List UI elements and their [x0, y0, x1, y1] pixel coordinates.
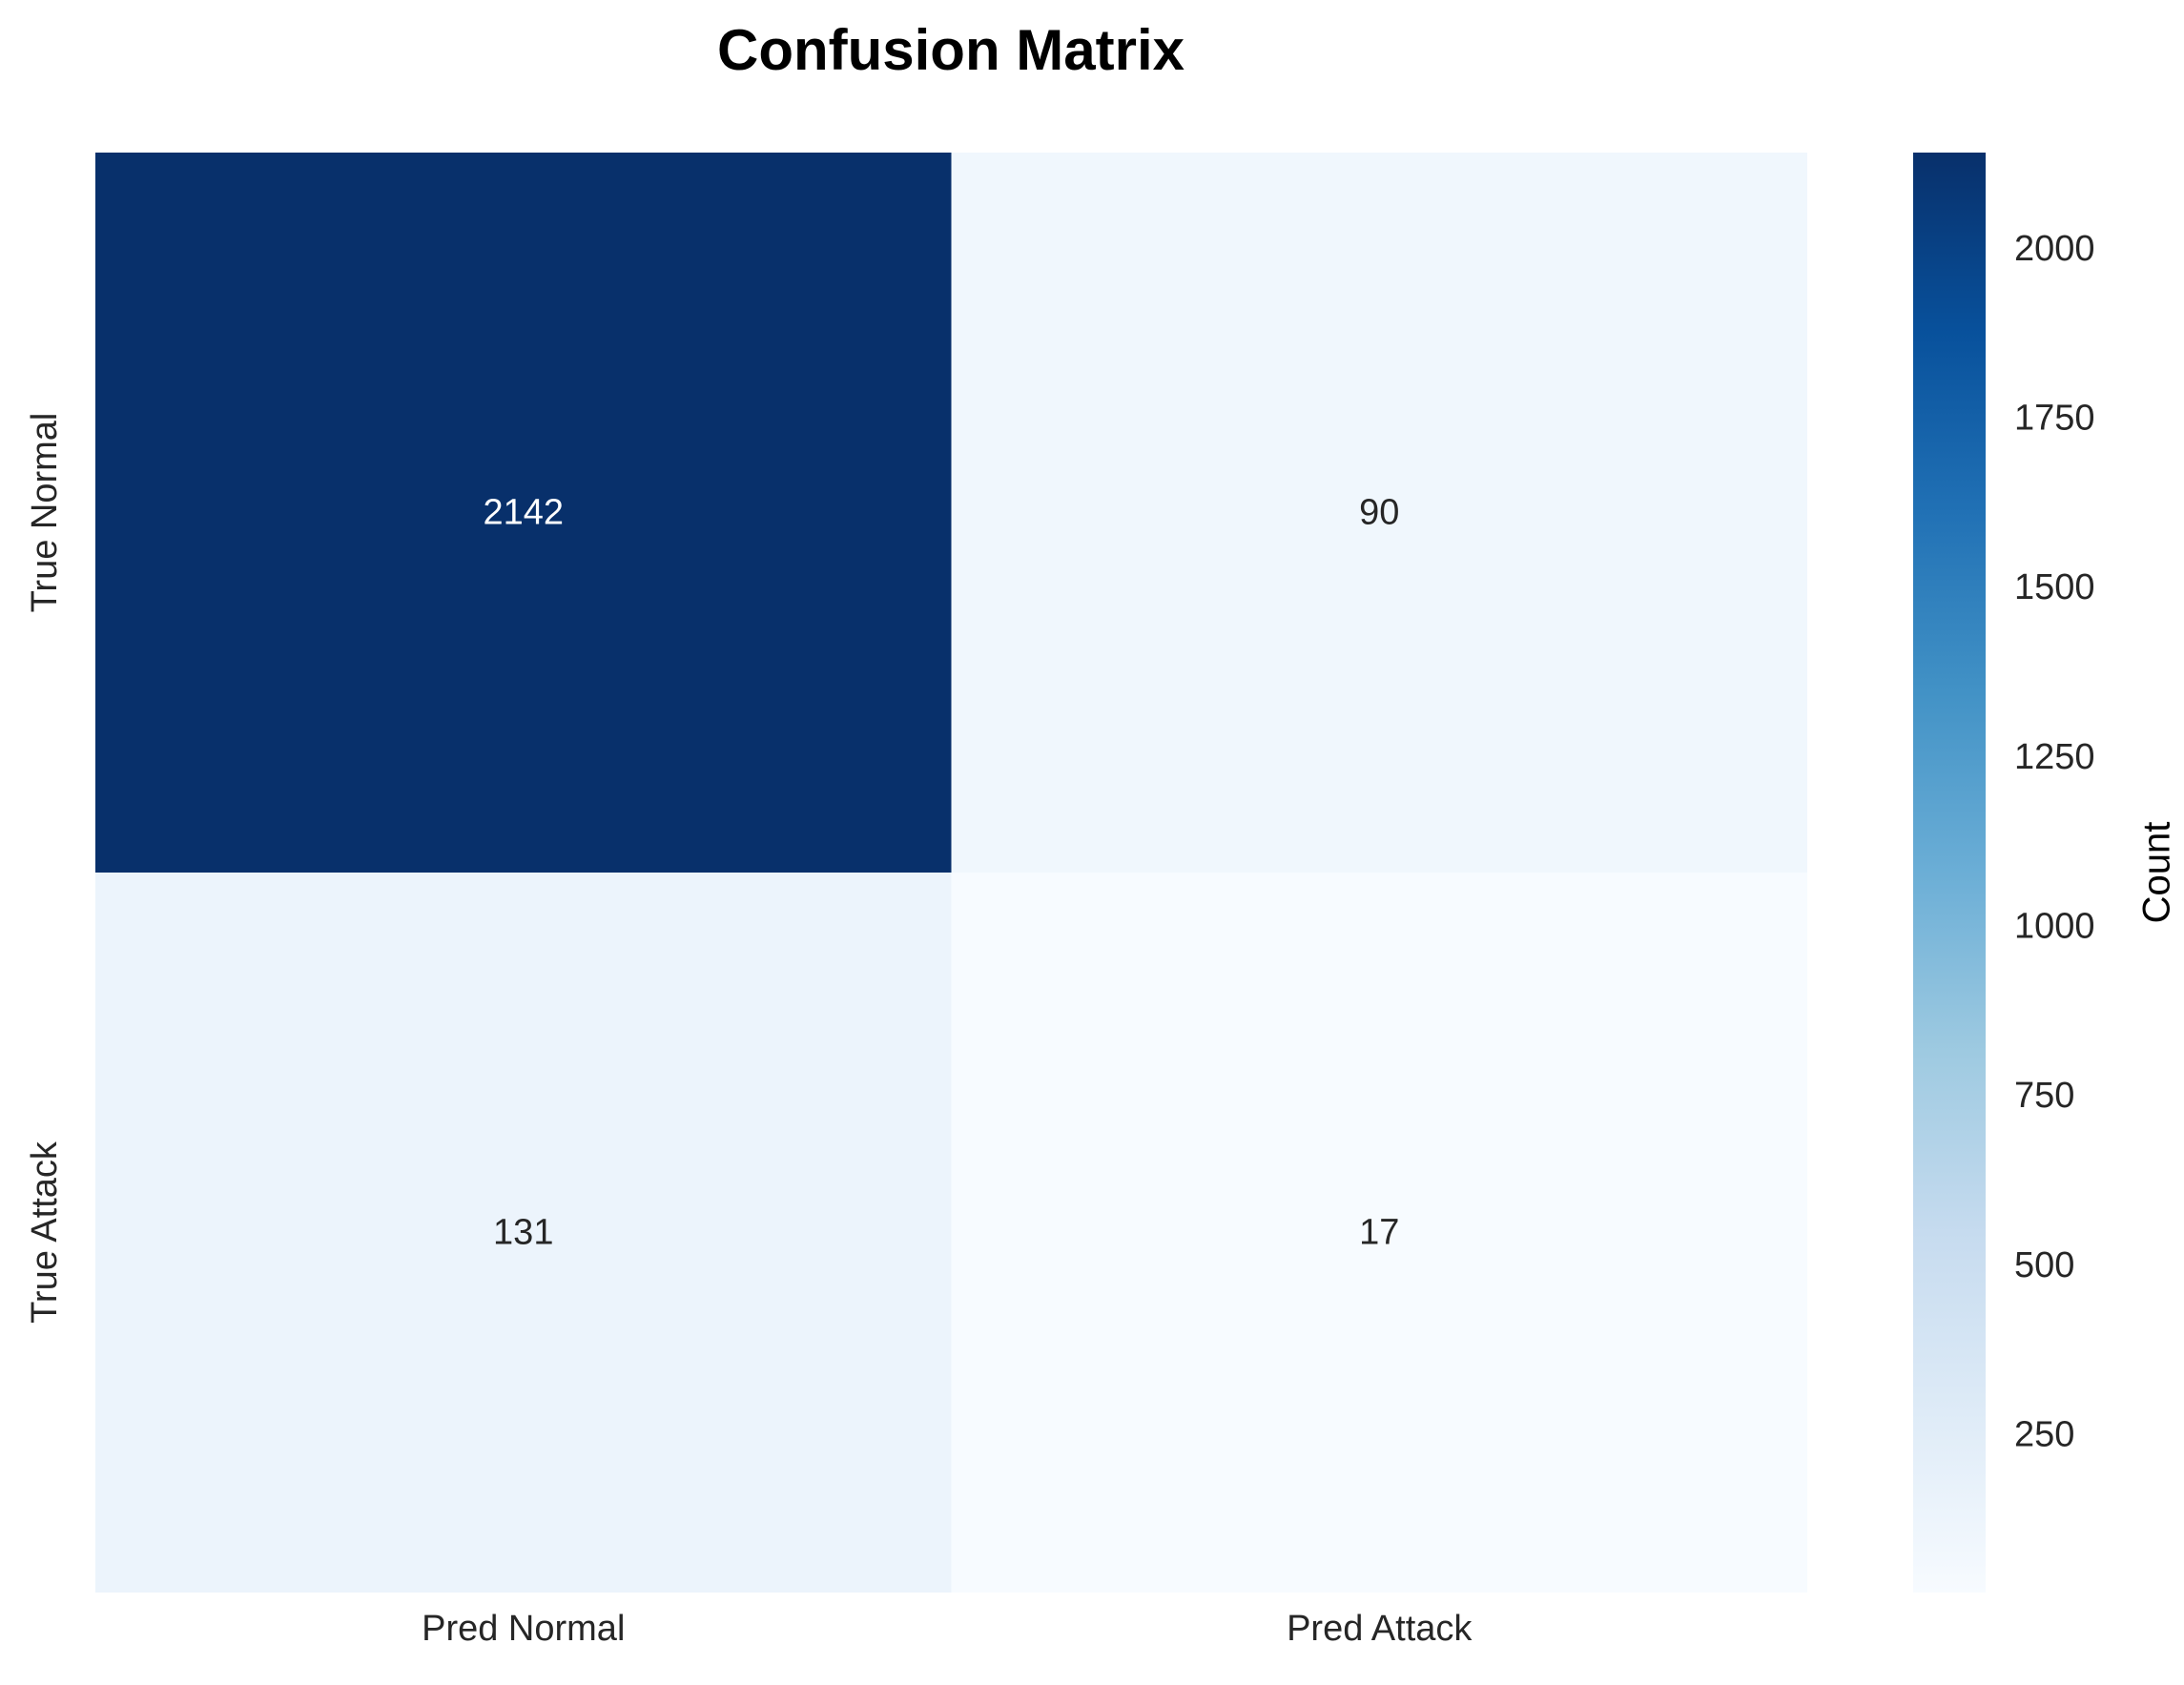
row-label-0: True Normal: [25, 413, 65, 613]
colorbar-tick-label-2: 750: [2014, 1076, 2074, 1116]
colorbar-ticks: 250 500 750 1000 1250 1500 1750 2000: [2014, 229, 2095, 1455]
colorbar-tick-label-3: 1000: [2014, 906, 2095, 946]
row-tick-labels: True Normal True Attack: [25, 413, 65, 1324]
cell-value-r0-c1: 90: [1359, 493, 1399, 533]
colorbar-label: Count: [2136, 822, 2178, 924]
colorbar-tick-label-4: 1250: [2014, 737, 2095, 777]
heatmap-cell-r0-c1: [951, 153, 1807, 873]
heatmap-cells: [95, 153, 1807, 1593]
colorbar-tick-label-5: 1500: [2014, 567, 2095, 607]
cell-value-r1-c1: 17: [1359, 1213, 1399, 1253]
row-label-1: True Attack: [25, 1140, 65, 1324]
heatmap-cell-r1-c1: [951, 873, 1807, 1593]
column-tick-labels: Pred Normal Pred Attack: [422, 1609, 1473, 1649]
heatmap-cell-r0-c0: [95, 153, 952, 873]
chart-title: Confusion Matrix: [717, 18, 1185, 82]
colorbar-tick-label-1: 500: [2014, 1245, 2074, 1285]
cell-value-r1-c0: 131: [493, 1213, 553, 1253]
heatmap-cell-r1-c0: [95, 873, 952, 1593]
column-label-0: Pred Normal: [422, 1609, 625, 1649]
column-label-1: Pred Attack: [1287, 1609, 1473, 1649]
colorbar-tick-label-6: 1750: [2014, 399, 2095, 439]
colorbar: [1913, 153, 1986, 1593]
colorbar-tick-label-7: 2000: [2014, 229, 2095, 269]
cell-value-r0-c0: 2142: [483, 493, 564, 533]
heatmap-cell-labels: 2142 90 131 17: [483, 493, 1399, 1253]
colorbar-tick-label-0: 250: [2014, 1414, 2074, 1454]
